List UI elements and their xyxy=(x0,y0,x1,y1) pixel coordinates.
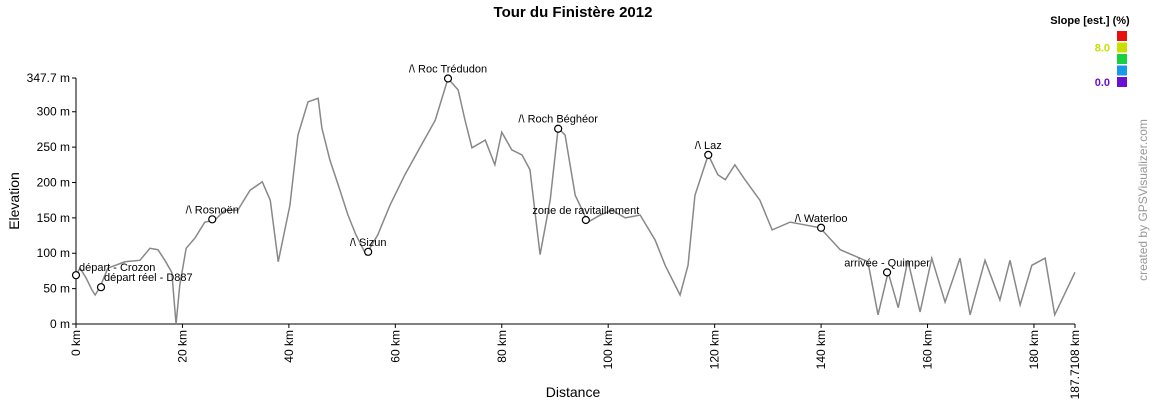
y-axis-title: Elevation xyxy=(6,172,22,230)
y-tick-label: 347.7 m xyxy=(27,71,70,85)
x-tick-label: 40 km xyxy=(282,330,296,363)
y-tick-label: 100 m xyxy=(37,246,70,260)
waypoint-label: /\ Rosnoën xyxy=(186,204,239,216)
y-tick-label: 250 m xyxy=(37,140,70,154)
x-axis-title: Distance xyxy=(546,384,601,400)
y-tick-label: 0 m xyxy=(50,317,70,331)
waypoint-label: /\ Waterloo xyxy=(795,213,848,225)
x-tick-label: 60 km xyxy=(388,330,402,363)
y-tick-label: 150 m xyxy=(37,211,70,225)
elevation-line xyxy=(75,77,1076,325)
x-tick-label: 0 km xyxy=(69,330,83,356)
x-tick-label: 140 km xyxy=(814,330,828,369)
waypoint-marker xyxy=(581,215,590,225)
waypoint-label: zone de ravitaillement xyxy=(532,205,639,217)
legend-swatch xyxy=(1117,31,1127,41)
waypoint-marker xyxy=(443,74,453,83)
credit: created by GPSVisualizer.com xyxy=(1136,119,1150,281)
y-tick-label: 300 m xyxy=(37,105,70,119)
waypoint-label: départ réel - D887 xyxy=(104,272,193,284)
waypoint-label: départ - Crozon xyxy=(79,262,155,274)
y-tick-label: 50 m xyxy=(43,282,70,296)
waypoint-marker xyxy=(816,223,826,232)
waypoint-label: arrivée - Quimper xyxy=(844,257,930,269)
x-tick-label: 100 km xyxy=(601,330,615,369)
legend-swatch xyxy=(1117,54,1127,64)
waypoint-marker xyxy=(208,215,217,224)
legend-title: Slope [est.] (%) xyxy=(1050,15,1130,27)
waypoint-marker xyxy=(96,283,106,292)
x-tick-label: 80 km xyxy=(495,330,509,363)
waypoint-marker xyxy=(71,271,81,280)
legend-swatch xyxy=(1117,77,1127,87)
x-tick-label: 160 km xyxy=(921,330,935,369)
waypoint-marker xyxy=(882,268,892,277)
y-tick-label: 200 m xyxy=(37,175,70,189)
waypoint-label: /\ Laz xyxy=(695,140,722,152)
waypoint-marker xyxy=(554,124,563,133)
waypoint-marker xyxy=(704,150,713,160)
waypoint-marker xyxy=(364,247,373,256)
waypoint-label: /\ Roch Béghéor xyxy=(518,114,598,126)
waypoint-label: /\ Roc Trédudon xyxy=(409,63,487,75)
x-tick-label: 20 km xyxy=(175,330,189,363)
legend-swatch xyxy=(1117,42,1127,53)
legend-label: 8.0 xyxy=(1095,43,1110,55)
x-tick-label: 180 km xyxy=(1027,330,1041,369)
legend-swatch xyxy=(1117,65,1127,76)
waypoint-label: /\ Sizun xyxy=(350,237,387,249)
chart-title: Tour du Finistère 2012 xyxy=(494,4,653,21)
legend-label: 0.0 xyxy=(1095,77,1110,89)
x-tick-label: 187.7108 km xyxy=(1068,330,1082,399)
x-tick-label: 120 km xyxy=(708,330,722,369)
